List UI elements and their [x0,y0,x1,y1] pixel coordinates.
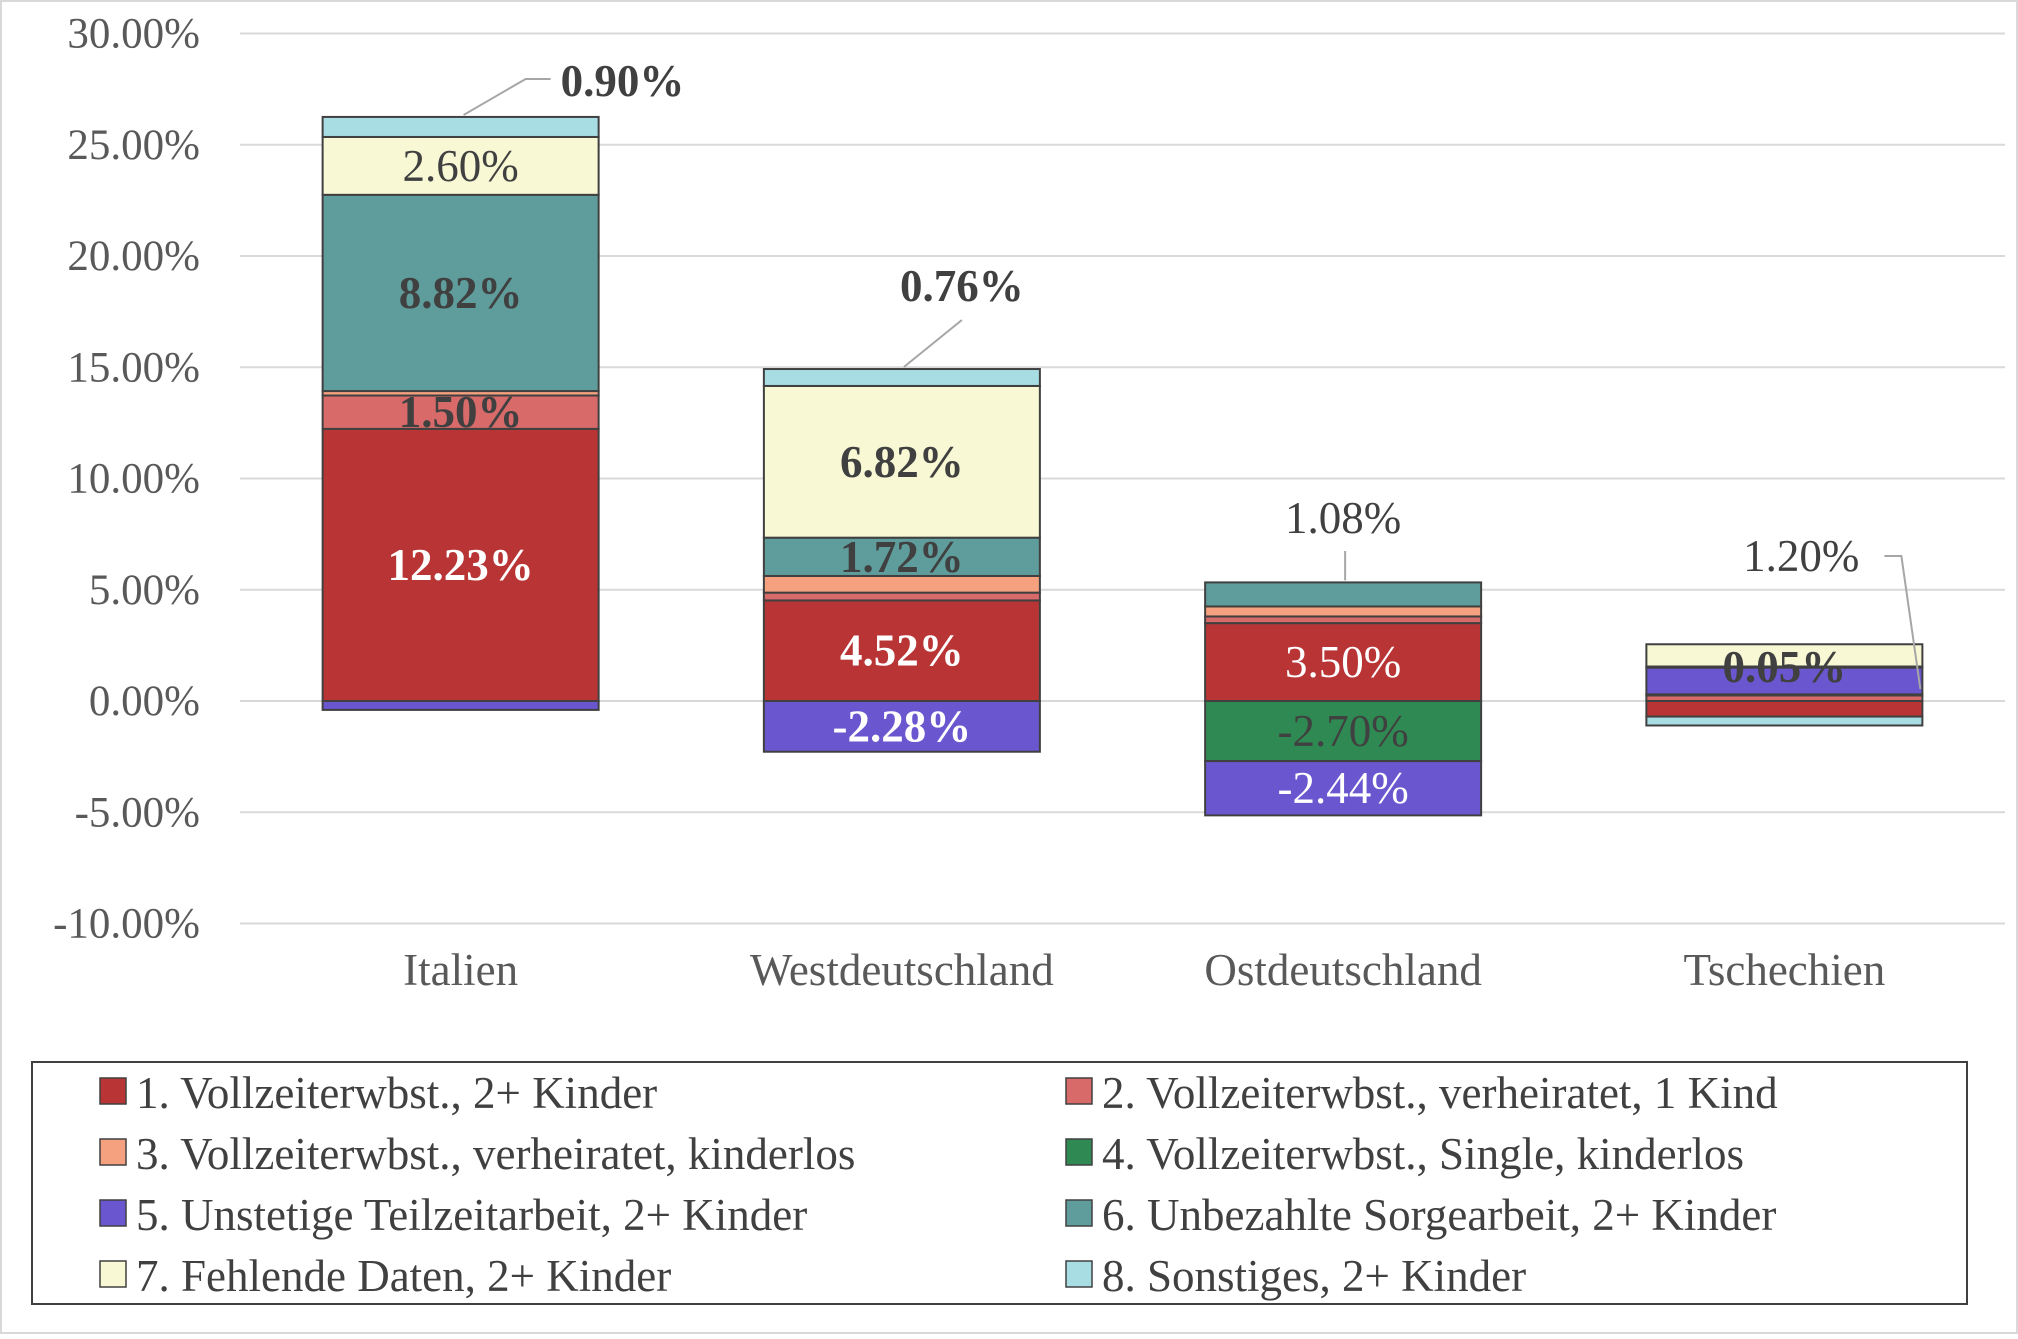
legend-label: 7. Fehlende Daten, 2+ Kinder [136,1251,671,1301]
legend-swatch [99,1138,127,1166]
data-label: 4.52% [840,626,964,676]
bar-segment [1204,605,1483,618]
category-label: Ostdeutschland [1204,945,1481,995]
legend-swatch [99,1260,127,1288]
legend-swatch [1065,1199,1093,1227]
legend-swatch [1065,1077,1093,1105]
y-tick-label: 25.00% [67,122,200,169]
bar-segment [1204,622,1483,702]
bar-segment [1204,760,1483,817]
bar-segment [1645,715,1924,727]
data-label: 3.50% [1285,637,1401,687]
data-label: 6.82% [840,437,964,487]
y-tick-label: 10.00% [67,456,200,503]
data-label: 1.20% [1743,531,1859,581]
bar-segment [762,591,1041,602]
bar-segment [762,700,1041,753]
legend-swatch [1065,1138,1093,1166]
bar-segment [321,193,600,393]
category-label: Tschechien [1683,945,1885,995]
legend-swatch [1065,1260,1093,1288]
y-tick-label: -5.00% [75,789,200,836]
bar-segment [762,384,1041,539]
data-label: 2.60% [403,141,519,191]
callouts [463,78,1922,690]
legend-label: 8. Sonstiges, 2+ Kinder [1102,1251,1526,1301]
bar-segment [1645,643,1924,668]
legend-label: 4. Vollzeiterwbst., Single, kinderlos [1102,1129,1744,1179]
bars [321,115,1924,817]
bar-segment [1204,615,1483,625]
category-label: Italien [403,945,518,995]
y-tick-label: 20.00% [67,233,200,280]
bar-segment [762,368,1041,387]
data-label: -2.28% [833,701,972,751]
bar-segment [321,700,600,711]
data-label: 1.50% [399,387,523,437]
category-label: Westdeutschland [750,945,1054,995]
bar-segment [1204,700,1483,763]
legend-label: 1. Vollzeiterwbst., 2+ Kinder [136,1068,657,1118]
bar-segment [1645,666,1924,696]
data-label: 1.72% [840,532,964,582]
y-tick-label: 30.00% [67,11,200,58]
data-label: 12.23% [388,540,534,590]
callout-line [1884,555,1922,690]
axes: -10.00% -5.00% 0.00% 5.00% 10.00% 15.00% 20.00… [53,11,1885,996]
callout-line [463,78,551,116]
bar-segment [762,536,1041,577]
callout-line [903,319,963,368]
y-tick-label: 5.00% [89,567,200,614]
data-label: -2.44% [1278,763,1409,813]
data-label: 0.05% [1723,642,1847,692]
legend-label: 3. Vollzeiterwbst., verheiratet, kinderl… [136,1129,855,1179]
data-label: 0.76% [900,261,1024,311]
legend-label: 5. Unstetige Teilzeitarbeit, 2+ Kinder [136,1190,807,1240]
bar-segment [1204,581,1483,608]
legend-swatch [99,1077,127,1105]
legend-label: 6. Unbezahlte Sorgearbeit, 2+ Kinder [1102,1190,1776,1240]
data-label: -2.70% [1278,706,1409,756]
bar-segment [321,115,600,138]
data-label: 8.82% [399,268,523,318]
bar-segment [1645,700,1924,718]
legend: 1. Vollzeiterwbst., 2+ Kinder 2. Vollzeit… [31,1061,1968,1305]
y-tick-label: 0.00% [89,678,200,725]
y-tick-label: 15.00% [67,344,200,391]
data-label: 0.90% [561,56,685,106]
legend-label: 2. Vollzeiterwbst., verheiratet, 1 Kind [1102,1068,1778,1118]
data-labels: 0.90% 2.60% 8.82% 1.50% 12.23% 0.76% 6.82% 1.72… [388,56,1860,813]
legend-swatch [99,1199,127,1227]
legend-box [31,1061,1968,1305]
gridlines [240,32,2005,925]
y-tick-label: -10.00% [53,901,200,948]
data-label: 1.08% [1285,493,1401,543]
